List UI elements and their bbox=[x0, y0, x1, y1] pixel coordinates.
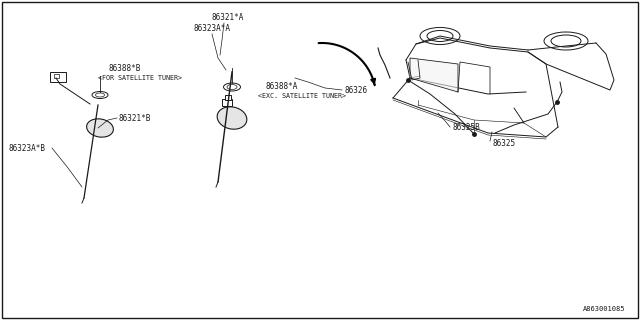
Ellipse shape bbox=[95, 93, 104, 97]
Ellipse shape bbox=[92, 92, 108, 99]
Ellipse shape bbox=[217, 107, 247, 129]
Text: 86323A*B: 86323A*B bbox=[8, 143, 45, 153]
Ellipse shape bbox=[544, 32, 588, 50]
Text: <FOR SATELLITE TUNER>: <FOR SATELLITE TUNER> bbox=[98, 75, 182, 81]
Polygon shape bbox=[410, 58, 458, 92]
Ellipse shape bbox=[223, 83, 241, 91]
Text: 86321*B: 86321*B bbox=[118, 114, 150, 123]
Text: 86325: 86325 bbox=[492, 139, 515, 148]
Ellipse shape bbox=[86, 119, 113, 137]
Ellipse shape bbox=[227, 84, 237, 90]
FancyBboxPatch shape bbox=[221, 99, 232, 106]
Text: 86323A*A: 86323A*A bbox=[193, 24, 230, 33]
Text: 86388*B: 86388*B bbox=[108, 63, 140, 73]
Text: A863001085: A863001085 bbox=[582, 306, 625, 312]
FancyBboxPatch shape bbox=[54, 74, 60, 78]
Ellipse shape bbox=[427, 30, 453, 42]
Ellipse shape bbox=[551, 35, 581, 47]
Text: 86325B: 86325B bbox=[452, 123, 480, 132]
Text: 86388*A: 86388*A bbox=[265, 82, 298, 91]
FancyBboxPatch shape bbox=[50, 72, 67, 82]
Text: 86326: 86326 bbox=[344, 85, 367, 94]
FancyBboxPatch shape bbox=[225, 95, 231, 100]
Text: 86321*A: 86321*A bbox=[212, 13, 244, 22]
Text: <EXC. SATELLITE TUNER>: <EXC. SATELLITE TUNER> bbox=[258, 93, 346, 99]
Ellipse shape bbox=[420, 28, 460, 44]
